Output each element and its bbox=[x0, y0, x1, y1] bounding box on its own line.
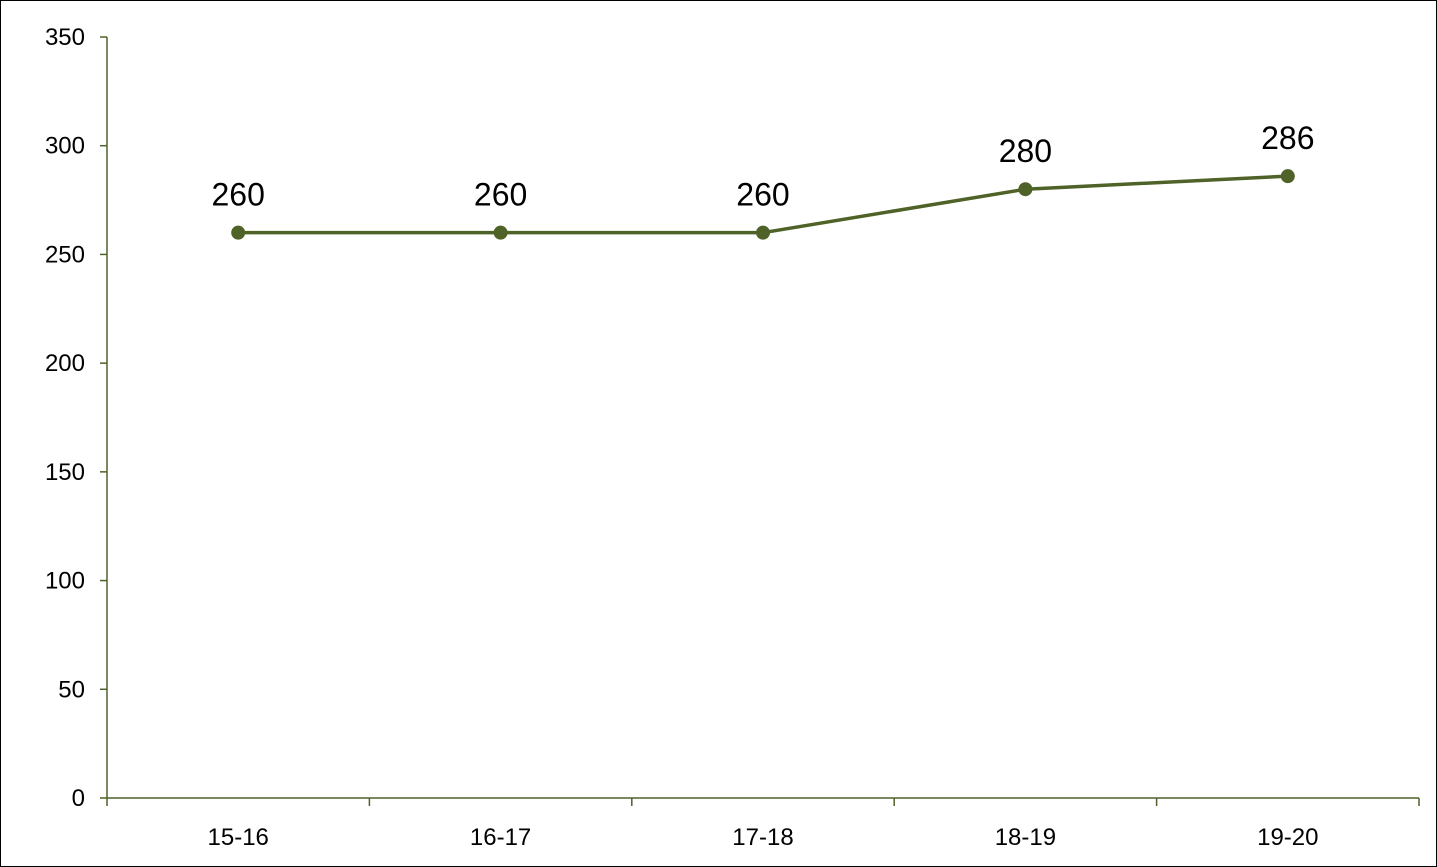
x-tick-label: 17-18 bbox=[732, 824, 793, 851]
y-tick-label: 50 bbox=[58, 676, 85, 703]
data-label: 260 bbox=[212, 177, 265, 213]
y-tick-label: 350 bbox=[45, 24, 85, 51]
data-label: 280 bbox=[999, 133, 1052, 169]
data-point bbox=[232, 226, 245, 239]
data-label: 260 bbox=[474, 177, 527, 213]
data-point bbox=[1281, 170, 1294, 183]
data-point bbox=[1019, 183, 1032, 196]
y-tick-label: 150 bbox=[45, 459, 85, 486]
axes: 0 50 100 150 200 250 300 350 15-16 16-17 17-18 18-1… bbox=[45, 24, 1419, 851]
y-tick-label: 200 bbox=[45, 350, 85, 377]
x-tick-label: 18-19 bbox=[995, 824, 1056, 851]
data-label: 286 bbox=[1261, 120, 1314, 156]
data-point bbox=[494, 226, 507, 239]
x-tick-label: 19-20 bbox=[1257, 824, 1318, 851]
data-label: 260 bbox=[736, 177, 789, 213]
x-tick-label: 15-16 bbox=[208, 824, 269, 851]
y-tick-label: 0 bbox=[72, 785, 85, 812]
x-tick-label: 16-17 bbox=[470, 824, 531, 851]
data-point bbox=[757, 226, 770, 239]
data-labels: 260 260 260 280 286 bbox=[212, 120, 1315, 213]
y-tick-label: 250 bbox=[45, 241, 85, 268]
y-tick-label: 300 bbox=[45, 133, 85, 160]
y-tick-label: 100 bbox=[45, 568, 85, 595]
